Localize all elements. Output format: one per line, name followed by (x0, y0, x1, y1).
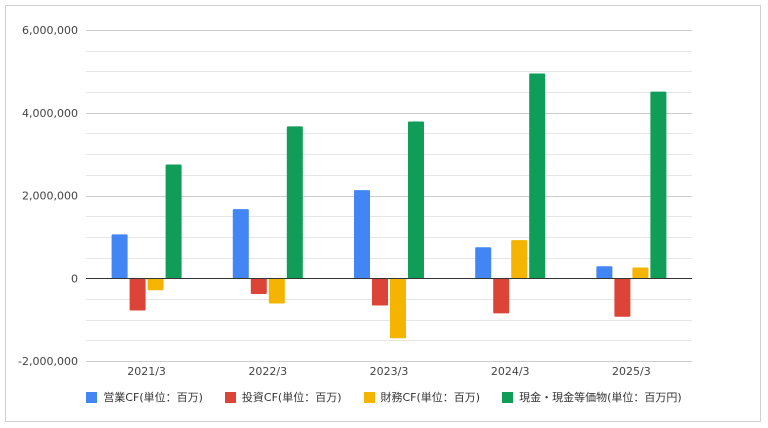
bar[interactable] (390, 278, 406, 339)
bar[interactable] (354, 190, 370, 279)
y-axis-tick-labels: 6,000,000 4,000,000 2,000,000 0 -2,000,000 (18, 24, 78, 368)
x-tick-label: 2023/3 (370, 365, 409, 378)
legend-swatch (86, 391, 98, 403)
bar[interactable] (232, 209, 249, 279)
bar[interactable] (529, 73, 546, 279)
bars (111, 73, 667, 339)
bar[interactable] (596, 266, 613, 279)
bar[interactable] (165, 164, 182, 279)
legend-label: 投資CF(単位：百万) (241, 391, 342, 404)
bar[interactable] (408, 121, 424, 279)
bar[interactable] (372, 278, 388, 306)
bar[interactable] (493, 278, 510, 314)
bar[interactable] (614, 278, 631, 317)
chart-frame (5, 5, 761, 422)
x-tick-label: 2022/3 (248, 365, 287, 378)
legend-label: 財務CF(単位：百万) (380, 391, 481, 404)
legend-swatch (224, 391, 236, 403)
y-tick-label: 6,000,000 (22, 24, 78, 37)
x-tick-label: 2024/3 (491, 365, 530, 378)
bar[interactable] (147, 278, 164, 291)
bar[interactable] (475, 247, 492, 279)
x-axis-tick-labels: 2021/3 2022/3 2023/3 2024/3 2025/3 (127, 365, 651, 378)
x-tick-label: 2025/3 (612, 365, 651, 378)
legend-label: 営業CF(単位：百万) (103, 391, 203, 404)
y-tick-label: 2,000,000 (22, 190, 78, 203)
bar[interactable] (111, 234, 128, 279)
legend-item-cash-equivalents[interactable]: 現金・現金等価物(単位：百万円) (502, 389, 682, 405)
legend-item-operating-cf[interactable]: 営業CF(単位：百万) (86, 389, 203, 405)
y-tick-label: -2,000,000 (18, 355, 78, 368)
bar[interactable] (511, 240, 528, 279)
legend-label: 現金・現金等価物(単位：百万円) (519, 391, 682, 404)
bar[interactable] (650, 91, 667, 279)
legend: 営業CF(単位：百万) 投資CF(単位：百万) 財務CF(単位：百万) 現金・現… (0, 389, 768, 407)
bar[interactable] (632, 267, 649, 279)
legend-swatch (363, 391, 375, 403)
y-tick-label: 0 (71, 272, 78, 285)
x-tick-label: 2021/3 (127, 365, 166, 378)
y-tick-label: 4,000,000 (22, 107, 78, 120)
legend-item-investing-cf[interactable]: 投資CF(単位：百万) (224, 389, 342, 405)
bar[interactable] (268, 278, 285, 304)
bar[interactable] (129, 278, 146, 311)
bar[interactable] (250, 278, 267, 294)
bar[interactable] (286, 126, 303, 279)
legend-items: 営業CF(単位：百万) 投資CF(単位：百万) 財務CF(単位：百万) 現金・現… (0, 389, 768, 405)
legend-item-financing-cf[interactable]: 財務CF(単位：百万) (363, 389, 481, 405)
legend-swatch (502, 391, 514, 403)
